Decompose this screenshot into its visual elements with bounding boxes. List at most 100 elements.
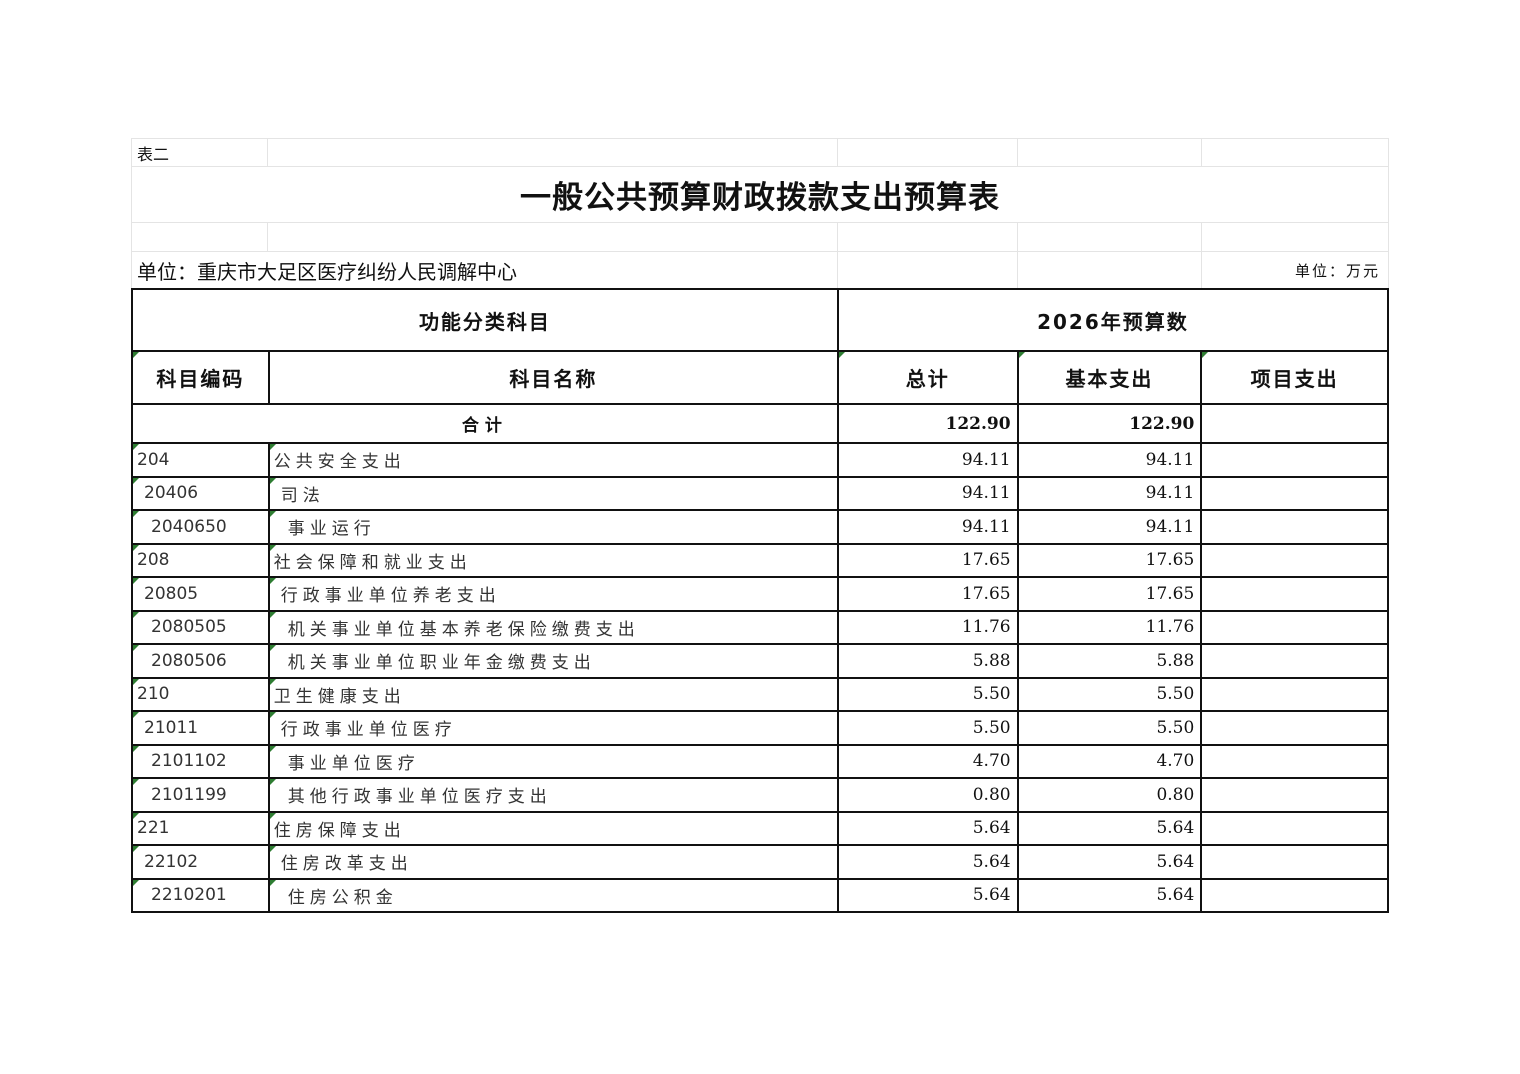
table-row: 2101199 其他行政事业单位医疗支出 0.80 0.80 <box>133 779 1389 813</box>
row-code: 2101199 <box>133 779 270 813</box>
table-row: 210 卫生健康支出 5.50 5.50 <box>133 678 1389 712</box>
row-total: 5.50 <box>838 678 1019 712</box>
label-row: 表二 <box>131 138 1389 166</box>
row-total: 94.11 <box>838 477 1019 511</box>
row-code: 2210201 <box>133 879 270 913</box>
total-label: 合计 <box>133 405 839 444</box>
row-project <box>1202 745 1389 779</box>
row-code: 204 <box>133 444 270 478</box>
row-basic: 94.11 <box>1018 511 1203 545</box>
table-row: 2210201 住房公积金 5.64 5.64 <box>133 879 1389 913</box>
table-row: 2080506 机关事业单位职业年金缴费支出 5.88 5.88 <box>133 645 1389 679</box>
row-code: 2101102 <box>133 745 270 779</box>
budget-sheet: 表二 一般公共预算财政拨款支出预算表 单位：重庆市大足区医疗纠纷人民调解中心 单… <box>131 138 1389 913</box>
row-total: 94.11 <box>838 444 1019 478</box>
table-row: 208 社会保障和就业支出 17.65 17.65 <box>133 544 1389 578</box>
row-project <box>1202 779 1389 813</box>
title-row: 一般公共预算财政拨款支出预算表 <box>131 166 1389 222</box>
row-basic: 17.65 <box>1018 544 1203 578</box>
row-name: 事业单位医疗 <box>269 745 839 779</box>
row-project <box>1202 477 1389 511</box>
table-row: 21011 行政事业单位医疗 5.50 5.50 <box>133 712 1389 746</box>
row-name: 住房公积金 <box>269 879 839 913</box>
row-name: 其他行政事业单位医疗支出 <box>269 779 839 813</box>
row-code: 208 <box>133 544 270 578</box>
total-total: 122.90 <box>838 405 1019 444</box>
row-name: 卫生健康支出 <box>269 678 839 712</box>
row-basic: 11.76 <box>1018 611 1203 645</box>
row-name: 行政事业单位养老支出 <box>269 578 839 612</box>
row-name: 司法 <box>269 477 839 511</box>
row-code: 2080505 <box>133 611 270 645</box>
table-body: 204 公共安全支出 94.11 94.11 20406 司法 94.11 94.11 2040… <box>133 444 1389 913</box>
row-total: 5.64 <box>838 879 1019 913</box>
header-project: 项目支出 <box>1202 352 1389 405</box>
row-project <box>1202 511 1389 545</box>
table-row: 20805 行政事业单位养老支出 17.65 17.65 <box>133 578 1389 612</box>
row-total: 94.11 <box>838 511 1019 545</box>
table-row: 2080505 机关事业单位基本养老保险缴费支出 11.76 11.76 <box>133 611 1389 645</box>
row-basic: 5.50 <box>1018 678 1203 712</box>
row-code: 210 <box>133 678 270 712</box>
row-code: 22102 <box>133 846 270 880</box>
row-name: 事业运行 <box>269 511 839 545</box>
table-row: 204 公共安全支出 94.11 94.11 <box>133 444 1389 478</box>
row-basic: 17.65 <box>1018 578 1203 612</box>
row-project <box>1202 444 1389 478</box>
unit-organization: 单位：重庆市大足区医疗纠纷人民调解中心 <box>131 251 838 288</box>
row-project <box>1202 544 1389 578</box>
header-row-group: 功能分类科目 2026年预算数 <box>133 290 1389 352</box>
row-code: 20406 <box>133 477 270 511</box>
row-project <box>1202 611 1389 645</box>
row-project <box>1202 712 1389 746</box>
row-basic: 94.11 <box>1018 477 1203 511</box>
table-row: 221 住房保障支出 5.64 5.64 <box>133 812 1389 846</box>
row-basic: 4.70 <box>1018 745 1203 779</box>
table-label: 表二 <box>131 138 268 166</box>
row-total: 5.64 <box>838 846 1019 880</box>
row-name: 机关事业单位基本养老保险缴费支出 <box>269 611 839 645</box>
row-basic: 5.64 <box>1018 879 1203 913</box>
total-row: 合计 122.90 122.90 <box>133 405 1389 444</box>
row-project <box>1202 645 1389 679</box>
total-project <box>1202 405 1389 444</box>
table-row: 20406 司法 94.11 94.11 <box>133 477 1389 511</box>
header-basic: 基本支出 <box>1018 352 1203 405</box>
total-basic: 122.90 <box>1018 405 1203 444</box>
row-total: 5.88 <box>838 645 1019 679</box>
header-name: 科目名称 <box>269 352 839 405</box>
row-code: 2040650 <box>133 511 270 545</box>
row-basic: 5.50 <box>1018 712 1203 746</box>
row-total: 5.50 <box>838 712 1019 746</box>
header-row-columns: 科目编码 科目名称 总计 基本支出 项目支出 <box>133 352 1389 405</box>
header-function-classification: 功能分类科目 <box>133 290 839 352</box>
row-project <box>1202 578 1389 612</box>
row-basic: 5.64 <box>1018 812 1203 846</box>
row-total: 11.76 <box>838 611 1019 645</box>
row-basic: 5.88 <box>1018 645 1203 679</box>
budget-table: 功能分类科目 2026年预算数 科目编码 科目名称 总计 基本支出 项目支出 合… <box>131 288 1389 913</box>
row-project <box>1202 812 1389 846</box>
row-name: 机关事业单位职业年金缴费支出 <box>269 645 839 679</box>
row-basic: 94.11 <box>1018 444 1203 478</box>
row-total: 4.70 <box>838 745 1019 779</box>
blank-row <box>131 222 1389 251</box>
row-code: 2080506 <box>133 645 270 679</box>
row-name: 社会保障和就业支出 <box>269 544 839 578</box>
row-total: 5.64 <box>838 812 1019 846</box>
table-row: 2040650 事业运行 94.11 94.11 <box>133 511 1389 545</box>
row-project <box>1202 678 1389 712</box>
row-total: 0.80 <box>838 779 1019 813</box>
unit-row: 单位：重庆市大足区医疗纠纷人民调解中心 单位：万元 <box>131 251 1389 288</box>
row-total: 17.65 <box>838 544 1019 578</box>
row-basic: 5.64 <box>1018 846 1203 880</box>
row-code: 221 <box>133 812 270 846</box>
page-title: 一般公共预算财政拨款支出预算表 <box>131 166 1389 222</box>
row-name: 住房改革支出 <box>269 846 839 880</box>
row-total: 17.65 <box>838 578 1019 612</box>
row-name: 住房保障支出 <box>269 812 839 846</box>
unit-currency: 单位：万元 <box>1202 251 1389 288</box>
row-project <box>1202 879 1389 913</box>
table-row: 2101102 事业单位医疗 4.70 4.70 <box>133 745 1389 779</box>
row-name: 公共安全支出 <box>269 444 839 478</box>
